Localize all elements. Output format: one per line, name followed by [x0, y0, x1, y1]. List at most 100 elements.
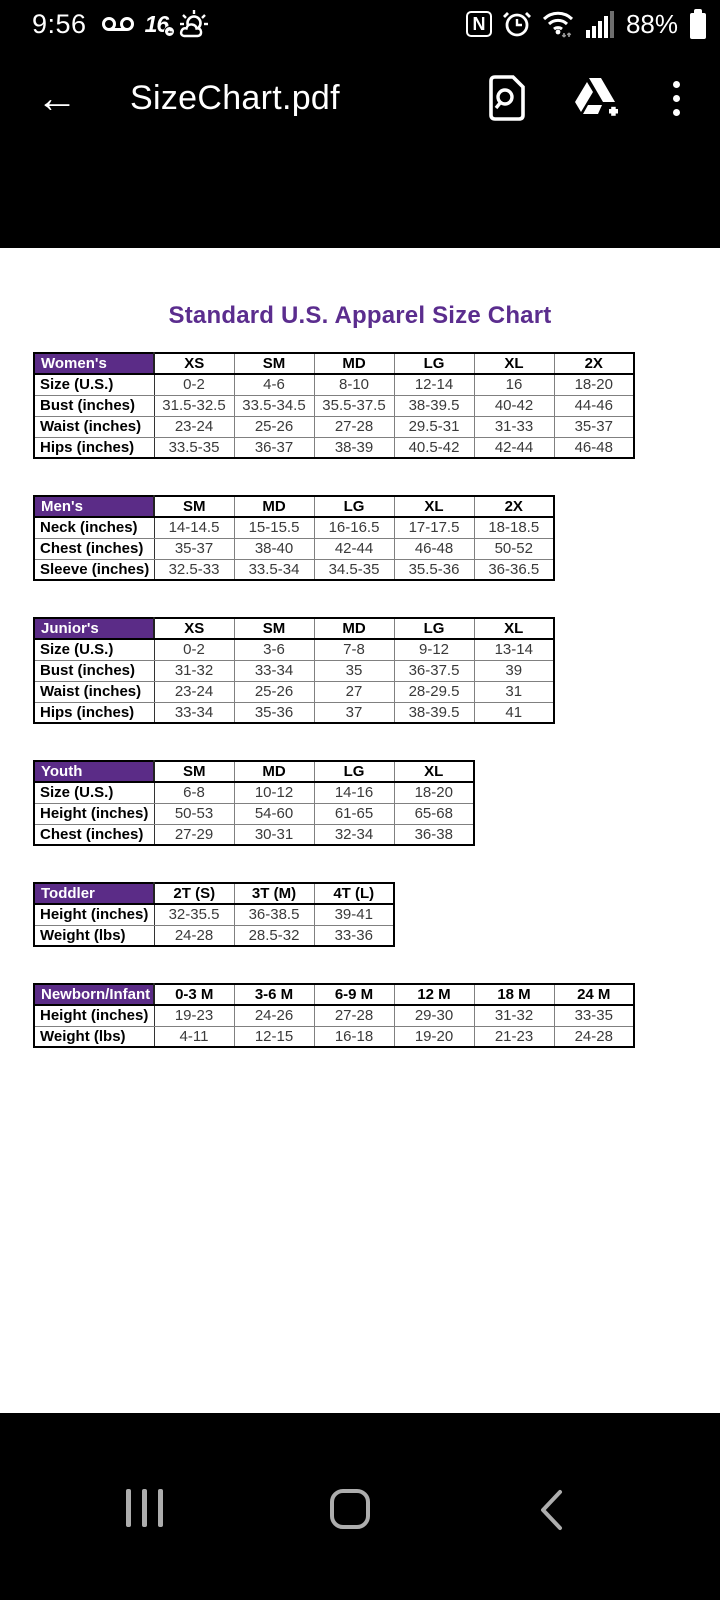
status-bar: 9:56 16 abc — [0, 0, 720, 48]
cell: 30-31 — [233, 823, 315, 846]
cell: 40.5-42 — [393, 436, 475, 459]
row-label: Height (inches) — [33, 903, 155, 926]
column-header: 3-6 M — [233, 983, 315, 1006]
cell: 24-28 — [553, 1025, 635, 1048]
cell: 42-44 — [473, 436, 555, 459]
cell: 27-28 — [313, 1004, 395, 1027]
cell: 27-28 — [313, 415, 395, 438]
signal-strength-icon — [585, 10, 616, 38]
cell: 44-46 — [553, 394, 635, 417]
tables-host: Women's XS SM MD LG XL 2X Size (U.S.) 0-2 4-6 8-10… — [0, 330, 720, 1048]
column-header: SM — [153, 760, 235, 783]
cell: 12-14 — [393, 373, 475, 396]
recents-button[interactable] — [126, 1489, 163, 1527]
cell: 54-60 — [233, 802, 315, 825]
row-label: Neck (inches) — [33, 516, 155, 539]
weather-partly-sunny-icon — [178, 10, 210, 38]
row-label: Height (inches) — [33, 1004, 155, 1027]
cell: 32-35.5 — [153, 903, 235, 926]
header-row: Youth SM MD LG XL — [33, 760, 475, 783]
table-row: Weight (lbs) 4-11 12-15 16-18 19-20 21-23 24-2… — [33, 1025, 635, 1048]
cell: 35-37 — [153, 537, 235, 560]
cell: 33-34 — [233, 659, 315, 682]
cell: 17-17.5 — [393, 516, 475, 539]
overflow-menu-button[interactable] — [669, 77, 684, 120]
channel-16-icon: 16 abc — [145, 11, 176, 38]
cell: 19-20 — [393, 1025, 475, 1048]
cell: 39-41 — [313, 903, 395, 926]
find-in-page-button[interactable] — [487, 75, 527, 121]
cell: 16-16.5 — [313, 516, 395, 539]
cell: 33-35 — [553, 1004, 635, 1027]
pdf-page[interactable]: Standard U.S. Apparel Size Chart Women's… — [0, 248, 720, 1413]
cell: 33-34 — [153, 701, 235, 724]
cell: 14-14.5 — [153, 516, 235, 539]
cell: 39 — [473, 659, 555, 682]
clock: 9:56 — [32, 8, 87, 39]
column-header: 0-3 M — [153, 983, 235, 1006]
column-header: SM — [153, 495, 235, 518]
column-header: SM — [233, 352, 315, 375]
row-label: Chest (inches) — [33, 823, 155, 846]
table-row: Weight (lbs) 24-28 28.5-32 33-36 — [33, 924, 395, 947]
table-row: Size (U.S.) 0-2 4-6 8-10 12-14 16 18-20 — [33, 373, 635, 396]
table-row: Hips (inches) 33-34 35-36 37 38-39.5 41 — [33, 701, 555, 724]
column-header: 4T (L) — [313, 882, 395, 905]
size-table-womens: Women's XS SM MD LG XL 2X Size (U.S.) 0-2 4-6 8-10… — [33, 352, 635, 459]
table-row: Chest (inches) 27-29 30-31 32-34 36-38 — [33, 823, 475, 846]
cell: 35 — [313, 659, 395, 682]
table-name-mens: Men's — [33, 495, 155, 518]
column-header: 2X — [473, 495, 555, 518]
column-header: LG — [393, 352, 475, 375]
nfc-icon: N — [465, 11, 492, 37]
column-header: 18 M — [473, 983, 555, 1006]
cell: 12-15 — [233, 1025, 315, 1048]
cell: 16-18 — [313, 1025, 395, 1048]
row-label: Weight (lbs) — [33, 924, 155, 947]
row-label: Sleeve (inches) — [33, 558, 155, 581]
cell: 40-42 — [473, 394, 555, 417]
column-header: 2T (S) — [153, 882, 235, 905]
cell: 33.5-35 — [153, 436, 235, 459]
table-row: Size (U.S.) 6-8 10-12 14-16 18-20 — [33, 781, 475, 804]
column-header: XL — [393, 495, 475, 518]
header-row: Men's SM MD LG XL 2X — [33, 495, 555, 518]
home-button[interactable] — [330, 1489, 370, 1529]
cell: 38-39.5 — [393, 701, 475, 724]
table-name-youth: Youth — [33, 760, 155, 783]
cell: 35.5-37.5 — [313, 394, 395, 417]
column-header: XS — [153, 617, 235, 640]
cell: 33-36 — [313, 924, 395, 947]
column-header: MD — [313, 617, 395, 640]
cell: 38-39.5 — [393, 394, 475, 417]
table-row: Waist (inches) 23-24 25-26 27-28 29.5-31 31-3… — [33, 415, 635, 438]
cell: 6-8 — [153, 781, 235, 804]
row-label: Weight (lbs) — [33, 1025, 155, 1048]
wifi-icon — [542, 9, 576, 39]
table-row: Size (U.S.) 0-2 3-6 7-8 9-12 13-14 — [33, 638, 555, 661]
cell: 8-10 — [313, 373, 395, 396]
column-header: LG — [313, 760, 395, 783]
size-table-mens: Men's SM MD LG XL 2X Neck (inches) 14-14.5 15-15… — [33, 495, 555, 581]
column-header: 24 M — [553, 983, 635, 1006]
cell: 38-39 — [313, 436, 395, 459]
cell: 46-48 — [553, 436, 635, 459]
row-label: Size (U.S.) — [33, 373, 155, 396]
cell: 28.5-32 — [233, 924, 315, 947]
back-button[interactable]: ← — [36, 74, 78, 121]
row-label: Waist (inches) — [33, 415, 155, 438]
row-label: Hips (inches) — [33, 436, 155, 459]
cell: 29-30 — [393, 1004, 475, 1027]
cell: 36-37.5 — [393, 659, 475, 682]
nav-back-button[interactable] — [538, 1489, 564, 1531]
battery-percent: 88% — [625, 8, 678, 39]
navigation-bar — [0, 1413, 720, 1600]
drive-add-button[interactable] — [573, 76, 623, 120]
cell: 31 — [473, 680, 555, 703]
cell: 21-23 — [473, 1025, 555, 1048]
cell: 7-8 — [313, 638, 395, 661]
row-label: Chest (inches) — [33, 537, 155, 560]
table-row: Bust (inches) 31-32 33-34 35 36-37.5 39 — [33, 659, 555, 682]
voicemail-icon — [101, 14, 135, 34]
cell: 29.5-31 — [393, 415, 475, 438]
